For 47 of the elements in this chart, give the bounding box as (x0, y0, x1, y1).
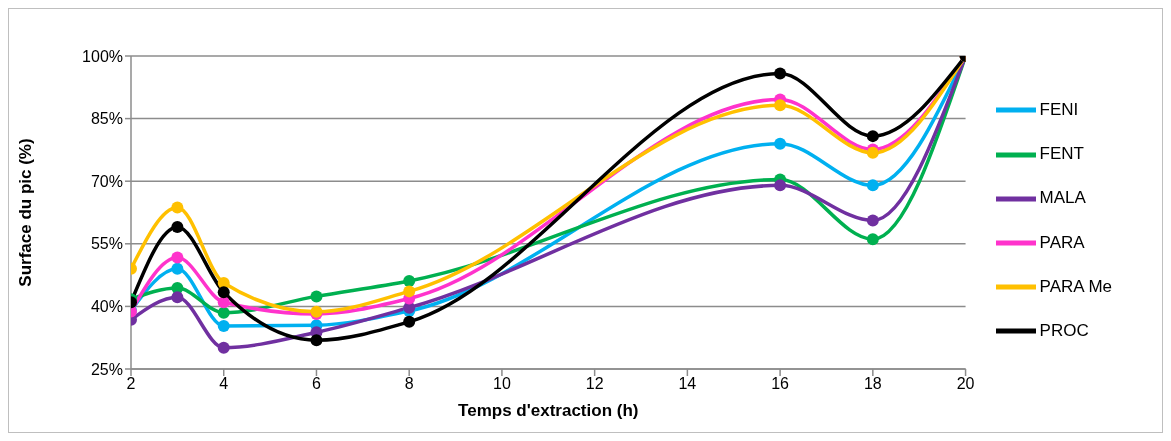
x-tick-label: 12 (585, 375, 604, 393)
x-tick-label: 18 (863, 375, 882, 393)
point (866, 130, 879, 143)
legend-label: MALA (1039, 188, 1086, 208)
x-axis-title: Temps d'extraction (h) (458, 401, 639, 420)
y-tick-label: 25% (90, 360, 123, 378)
point (171, 221, 184, 234)
legend-label: PARA (1039, 232, 1085, 252)
point (171, 251, 184, 264)
point (171, 262, 184, 275)
y-tick-label: 55% (90, 235, 123, 253)
point (217, 286, 230, 299)
y-tick-label: 100% (82, 47, 123, 65)
x-tick-label: 10 (493, 375, 511, 393)
legend-label: PROC (1039, 320, 1089, 340)
legend-label: PARA Me (1039, 276, 1112, 296)
legend-label: FENI (1039, 99, 1079, 119)
y-tick-label: 70% (90, 172, 123, 190)
point (866, 233, 879, 246)
point (171, 201, 184, 214)
x-tick-label: 14 (678, 375, 697, 393)
point (403, 315, 416, 328)
point (217, 296, 230, 309)
x-tick-label: 2 (126, 375, 136, 393)
point (403, 285, 416, 298)
x-tick-label: 4 (219, 375, 229, 393)
point (866, 179, 879, 192)
point (774, 67, 787, 80)
point (866, 214, 879, 227)
x-tick-label: 8 (404, 375, 414, 393)
x-tick-label: 16 (771, 375, 790, 393)
point (310, 290, 323, 303)
point (774, 179, 787, 192)
x-tick-label: 6 (312, 375, 322, 393)
x-tick-label: 20 (956, 375, 975, 393)
point (217, 306, 230, 319)
point (774, 137, 787, 150)
point (310, 334, 323, 347)
point (217, 341, 230, 354)
y-axis-title: Surface du pic (%) (16, 138, 36, 287)
point (217, 320, 230, 333)
y-tick-label: 85% (90, 110, 123, 128)
y-tick-label: 40% (90, 298, 123, 316)
point (403, 274, 416, 287)
legend-label: FENT (1039, 144, 1084, 164)
point (774, 99, 787, 112)
point (171, 291, 184, 304)
